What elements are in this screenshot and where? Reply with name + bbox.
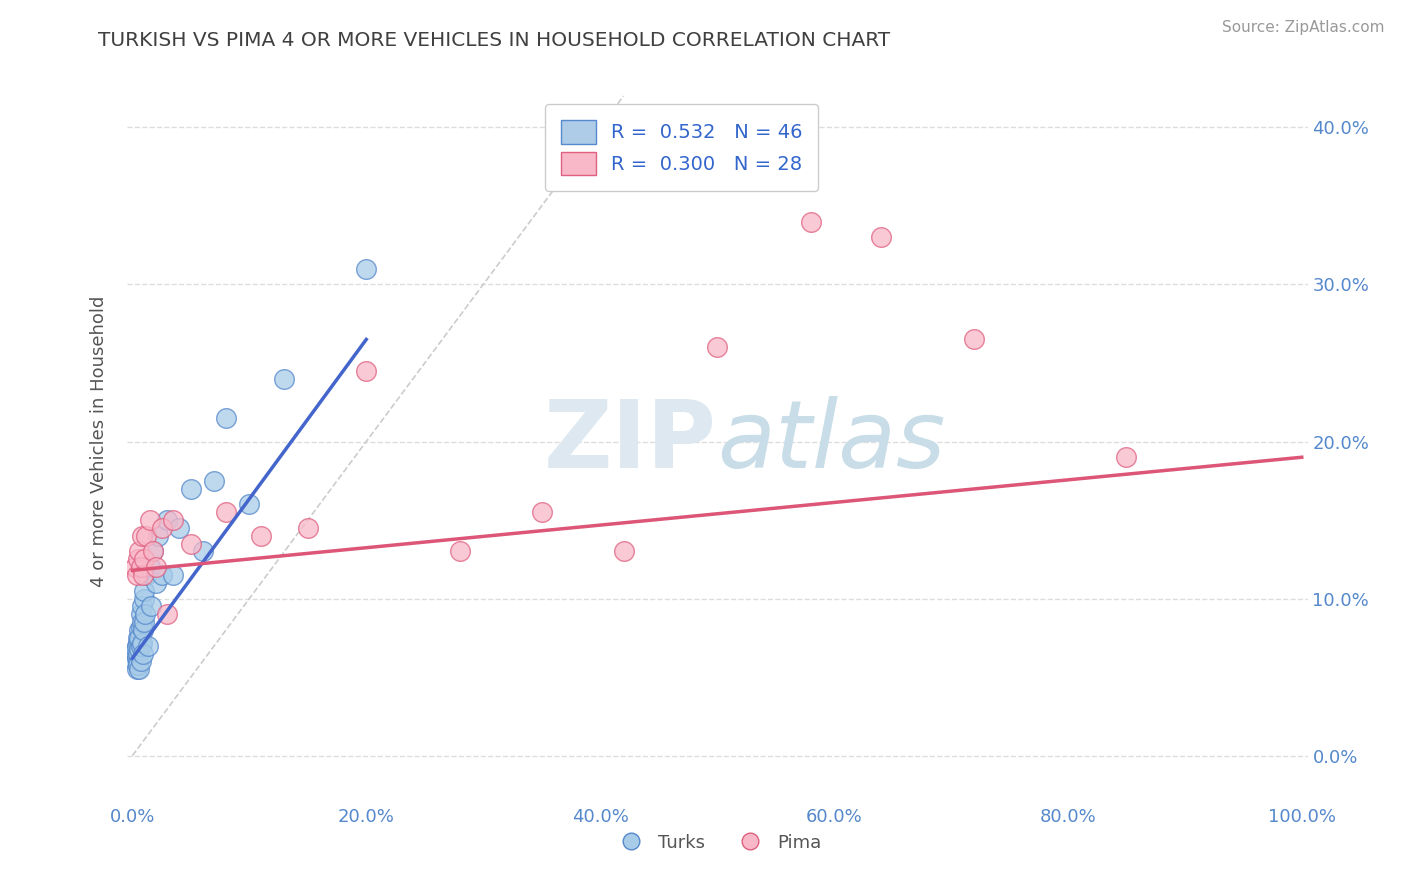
Point (612, 544, 634, 558)
Text: TURKISH VS PIMA 4 OR MORE VEHICLES IN HOUSEHOLD CORRELATION CHART: TURKISH VS PIMA 4 OR MORE VEHICLES IN HO… (98, 31, 890, 50)
Point (180, 536, 202, 550)
Point (150, 521, 173, 535)
Point (125, 568, 148, 582)
Point (202, 474, 225, 488)
Point (869, 230, 891, 244)
Point (132, 552, 155, 566)
Point (449, 544, 471, 558)
Point (139, 560, 162, 574)
Point (131, 615, 153, 630)
Point (125, 641, 148, 656)
Point (142, 544, 165, 558)
Point (250, 529, 273, 543)
Point (354, 261, 377, 276)
Point (129, 607, 152, 622)
Point (132, 568, 155, 582)
Legend: Turks, Pima: Turks, Pima (606, 826, 828, 859)
Point (131, 529, 153, 543)
Point (134, 607, 156, 622)
Point (162, 513, 184, 527)
Point (142, 544, 165, 558)
Point (530, 505, 553, 519)
Point (124, 655, 146, 669)
Point (132, 583, 155, 598)
Point (131, 635, 153, 649)
Point (167, 521, 190, 535)
Point (146, 529, 169, 543)
Point (128, 631, 150, 645)
Text: atlas: atlas (717, 396, 945, 487)
Point (191, 544, 214, 558)
Point (156, 607, 179, 622)
Point (297, 521, 319, 535)
Point (125, 639, 148, 653)
Point (139, 599, 162, 614)
Point (800, 214, 823, 228)
Point (156, 513, 179, 527)
Point (215, 505, 238, 519)
Point (963, 333, 986, 347)
Point (125, 662, 148, 676)
Point (129, 639, 152, 653)
Point (162, 568, 184, 582)
Point (124, 560, 146, 574)
Point (706, 340, 728, 354)
Point (180, 482, 202, 496)
Point (127, 552, 149, 566)
Point (150, 568, 173, 582)
Point (125, 647, 148, 661)
Point (1115, 450, 1137, 465)
Point (132, 647, 155, 661)
Point (127, 631, 149, 645)
Point (135, 568, 157, 582)
Text: Source: ZipAtlas.com: Source: ZipAtlas.com (1222, 20, 1385, 35)
Point (132, 591, 155, 606)
Point (238, 497, 260, 511)
Point (132, 623, 155, 637)
Y-axis label: 4 or more Vehicles in Household: 4 or more Vehicles in Household (90, 296, 108, 587)
Point (127, 657, 149, 672)
Point (129, 655, 152, 669)
Point (145, 560, 167, 574)
Point (136, 639, 159, 653)
Point (127, 647, 149, 661)
Point (273, 372, 295, 386)
Text: ZIP: ZIP (544, 395, 717, 488)
Point (131, 599, 153, 614)
Point (132, 615, 155, 630)
Point (145, 575, 167, 590)
Point (128, 623, 150, 637)
Point (128, 641, 150, 656)
Point (128, 544, 150, 558)
Point (129, 560, 152, 574)
Point (139, 513, 162, 527)
Point (129, 620, 152, 634)
Point (128, 662, 150, 676)
Point (354, 364, 377, 378)
Point (127, 635, 149, 649)
Point (125, 651, 148, 665)
Point (127, 655, 149, 669)
Point (215, 411, 238, 425)
Point (135, 529, 157, 543)
